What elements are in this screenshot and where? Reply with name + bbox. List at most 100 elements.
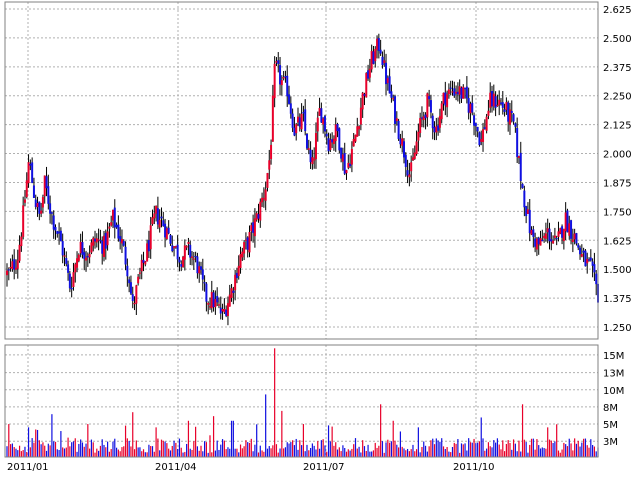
volume-bar xyxy=(532,438,534,457)
candle-body-down xyxy=(467,98,470,113)
candle-body-up xyxy=(462,86,465,99)
volume-bar xyxy=(279,448,281,457)
volume-bar xyxy=(212,416,215,457)
candle-body-down xyxy=(284,76,287,78)
volume-bar xyxy=(17,450,19,457)
volume-bar xyxy=(207,452,209,457)
volume-bar xyxy=(574,438,576,457)
candle-body-down xyxy=(444,92,447,106)
volume-bar xyxy=(266,448,269,457)
candle-body-up xyxy=(329,139,332,150)
candle-body-down xyxy=(142,259,145,263)
candle-body-up xyxy=(103,235,106,257)
volume-bar xyxy=(505,443,507,457)
candle-body-up xyxy=(40,210,43,214)
volume-bar xyxy=(511,449,513,457)
volume-bar xyxy=(539,448,542,457)
candle-body-down xyxy=(216,296,219,303)
volume-bar xyxy=(211,452,213,457)
candle-body-up xyxy=(63,255,66,257)
volume-bar xyxy=(550,440,552,457)
candle-body-up xyxy=(451,91,454,93)
volume-bar xyxy=(543,448,545,457)
candle-body-up xyxy=(485,116,488,131)
volume-bar xyxy=(450,452,452,457)
volume-bar xyxy=(428,446,430,457)
candle-body-up xyxy=(11,261,14,270)
candle-body-up xyxy=(253,218,256,237)
candle-body-down xyxy=(70,287,73,290)
candle-body-up xyxy=(401,138,404,146)
volume-bar xyxy=(520,451,522,457)
candle-body-down xyxy=(31,162,34,183)
candle-body-up xyxy=(234,274,237,291)
volume-bar xyxy=(381,441,384,457)
volume-bar xyxy=(205,442,207,457)
candle-body-down xyxy=(402,141,405,158)
volume-bar xyxy=(317,441,319,457)
volume-bar xyxy=(541,447,543,457)
volume-bar xyxy=(354,438,357,457)
price-panel-frame xyxy=(4,1,599,340)
candle-body-down xyxy=(385,62,388,85)
volume-panel-frame xyxy=(4,344,599,458)
volume-bar xyxy=(387,439,389,457)
volume-bar xyxy=(362,440,364,457)
volume-bar xyxy=(392,420,394,457)
candle-body-down xyxy=(277,60,280,65)
candle-body-down xyxy=(320,108,323,123)
candle-body-down xyxy=(286,75,289,97)
candle-body-up xyxy=(182,256,185,268)
candle-body-up xyxy=(546,228,549,233)
candle-body-down xyxy=(593,264,596,273)
volume-bar xyxy=(94,452,96,457)
volume-bar xyxy=(462,444,464,457)
candle-body-up xyxy=(307,148,310,150)
volume-tick-label: 13M xyxy=(603,369,624,380)
volume-bar xyxy=(268,446,270,457)
candle-body-down xyxy=(589,257,592,261)
volume-bar xyxy=(475,443,477,457)
candle-body-down xyxy=(49,203,52,214)
volume-bar xyxy=(214,450,216,457)
volume-bar xyxy=(477,442,479,457)
volume-bar xyxy=(322,439,324,457)
volume-bar xyxy=(182,452,184,457)
volume-tick-label: 3M xyxy=(603,437,618,448)
volume-bar xyxy=(308,450,310,457)
candle-body-down xyxy=(476,126,479,132)
volume-bar xyxy=(218,449,220,457)
candle-body-down xyxy=(167,227,170,234)
volume-bar xyxy=(297,449,299,457)
candle-body-up xyxy=(564,212,567,232)
volume-bar xyxy=(329,441,331,457)
candle-body-up xyxy=(135,285,138,304)
candle-body-up xyxy=(120,239,123,244)
candle-body-down xyxy=(516,127,519,157)
volume-bar xyxy=(225,449,227,457)
volume-bar xyxy=(493,440,495,457)
volume-bar xyxy=(216,440,218,457)
candle-body-up xyxy=(262,198,265,200)
candle-body-up xyxy=(23,199,26,203)
volume-bar xyxy=(320,440,322,457)
candle-body-up xyxy=(408,174,411,178)
volume-bar xyxy=(151,446,154,457)
candle-body-down xyxy=(288,94,291,104)
candle-body-down xyxy=(94,238,97,242)
candle-body-down xyxy=(510,110,513,114)
candle-body-up xyxy=(18,244,21,261)
candle-body-down xyxy=(577,244,580,248)
volume-bar xyxy=(464,443,466,457)
candle-body-up xyxy=(352,138,355,147)
candle-body-down xyxy=(7,269,10,271)
volume-bar xyxy=(426,451,428,457)
volume-bar xyxy=(9,444,12,457)
candle-body-up xyxy=(447,89,450,95)
candle-body-down xyxy=(128,279,131,284)
candle-body-up xyxy=(250,225,253,232)
volume-bar xyxy=(78,443,80,457)
candle-body-up xyxy=(300,113,303,130)
candle-body-down xyxy=(363,94,366,96)
